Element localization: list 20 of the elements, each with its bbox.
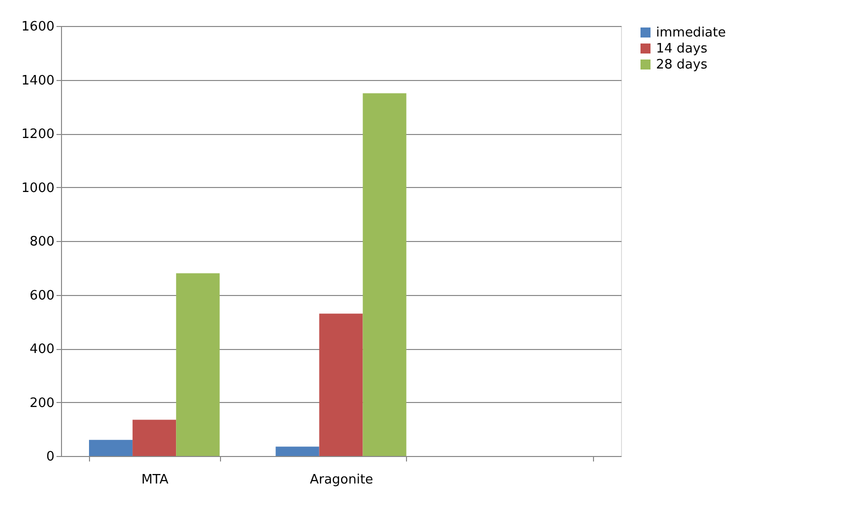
bar xyxy=(176,273,220,456)
legend-label: 28 days xyxy=(656,58,708,72)
y-tick-label: 1000 xyxy=(21,180,54,196)
x-tick-label: Aragonite xyxy=(310,472,374,488)
y-tick-label: 600 xyxy=(30,288,54,304)
y-tick-label: 1600 xyxy=(21,20,54,34)
y-tick-label: 200 xyxy=(30,396,54,411)
y-tick-label: 1400 xyxy=(21,73,54,88)
y-tick-label: 0 xyxy=(46,450,54,464)
legend-label: immediate xyxy=(656,26,726,40)
bar xyxy=(276,446,320,456)
bar xyxy=(319,314,363,456)
bar xyxy=(132,420,176,456)
legend-label: 14 days xyxy=(656,42,708,56)
y-tick-label: 1200 xyxy=(21,127,54,142)
x-tick-label: MTA xyxy=(141,472,168,488)
bar xyxy=(362,93,406,456)
y-tick-label: 400 xyxy=(30,342,54,357)
bar xyxy=(89,440,133,456)
y-tick-label: 800 xyxy=(30,234,54,250)
